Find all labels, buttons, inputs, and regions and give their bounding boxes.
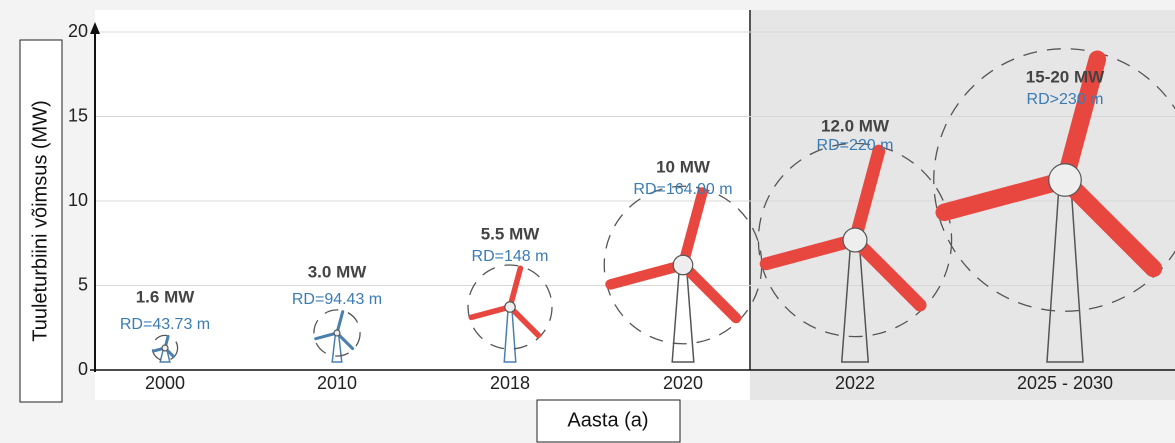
power-label: 1.6 MW: [136, 287, 196, 306]
hub: [162, 345, 168, 351]
power-label: 10 MW: [656, 157, 711, 176]
y-axis-label: Tuuleturbiini võimsus (MW): [29, 100, 51, 342]
rd-label: RD=43.73 m: [120, 316, 210, 333]
y-tick-label: 15: [68, 105, 88, 125]
hub: [673, 255, 693, 275]
power-label: 3.0 MW: [308, 262, 368, 281]
power-label: 12.0 MW: [821, 116, 890, 135]
power-label: 15-20 MW: [1026, 67, 1105, 86]
rd-label: RD=220 m: [817, 137, 894, 154]
rd-label: RD>230 m: [1027, 91, 1104, 108]
y-tick-label: 5: [78, 274, 88, 294]
plot-area: [95, 10, 750, 400]
rd-label: RD=148 m: [472, 248, 549, 265]
x-tick-label: 2010: [317, 373, 357, 393]
hub: [334, 330, 340, 336]
y-tick-label: 10: [68, 190, 88, 210]
chart: Tuuleturbiini võimsus (MW) Aasta (a) 0 5 1…: [0, 0, 1175, 443]
hub: [1049, 164, 1082, 197]
hub: [843, 228, 867, 252]
hub: [505, 302, 515, 312]
y-tick-label: 0: [78, 359, 88, 379]
x-tick-label: 2025 - 2030: [1017, 373, 1113, 393]
x-tick-label: 2020: [663, 373, 703, 393]
y-tick-label: 20: [68, 21, 88, 41]
page: {"chart_data": {"type": "turbine", "y_la…: [0, 0, 1175, 443]
x-tick-label: 2022: [835, 373, 875, 393]
power-label: 5.5 MW: [481, 224, 541, 243]
x-axis-label: Aasta (a): [567, 409, 648, 431]
rd-label: RD=164.00 m: [633, 181, 732, 198]
x-tick-label: 2018: [490, 373, 530, 393]
x-tick-label: 2000: [145, 373, 185, 393]
rd-label: RD=94.43 m: [292, 291, 382, 308]
